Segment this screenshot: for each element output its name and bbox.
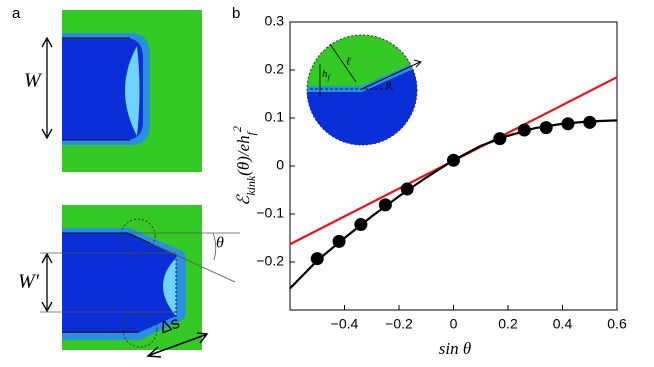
data-point [400, 182, 414, 196]
data-point [517, 123, 531, 137]
label-part: f [328, 73, 332, 82]
label-part: ℰ [234, 194, 253, 206]
x-tick-label: −0.2 [385, 316, 413, 332]
inset [306, 34, 422, 146]
panel-label: a [12, 5, 21, 22]
width-label-2: W′ [18, 271, 40, 293]
inset-thickness-label: hf [322, 68, 332, 83]
label-part: h [322, 68, 328, 80]
data-point [447, 153, 460, 167]
y-tick-label: −0.2 [256, 253, 284, 269]
label-part: (θ)/eh [234, 135, 253, 175]
data-point [332, 234, 346, 248]
curve [289, 119, 618, 290]
data-point [310, 252, 324, 266]
x-axis-label: sin θ [439, 339, 471, 358]
angle-label: θ [216, 235, 224, 252]
y-tick-label: 0.1 [265, 109, 285, 125]
x-tick-label: −0.4 [331, 316, 359, 332]
inset-angle-label: θ [386, 80, 391, 91]
data-point [378, 198, 392, 212]
data-point [561, 117, 575, 131]
inset-length-label: ℓ [346, 56, 351, 68]
y-tick-label: 0.3 [265, 13, 285, 29]
label-part: 2 [230, 126, 244, 132]
y-tick-label: −0.1 [256, 205, 284, 221]
diagram-top [41, 10, 202, 172]
label-part: f [244, 130, 258, 135]
data-point [539, 121, 553, 135]
diagram-bottom [40, 205, 240, 358]
x-tick-label: 0.4 [553, 316, 573, 332]
x-tick-label: 0.6 [607, 316, 627, 332]
panel-label: b [232, 5, 240, 22]
data-point [583, 115, 597, 129]
data-point [354, 218, 368, 232]
label-part: kink [244, 175, 258, 196]
data-point [493, 132, 507, 146]
width-label: W [24, 70, 43, 92]
y-tick-label: 0 [276, 157, 284, 173]
y-axis-label: ℰkink(θ)/ehf2 [230, 126, 258, 206]
x-tick-label: 0 [450, 316, 458, 332]
x-tick-label: 0.2 [498, 316, 518, 332]
y-tick-label: 0.2 [265, 61, 285, 77]
